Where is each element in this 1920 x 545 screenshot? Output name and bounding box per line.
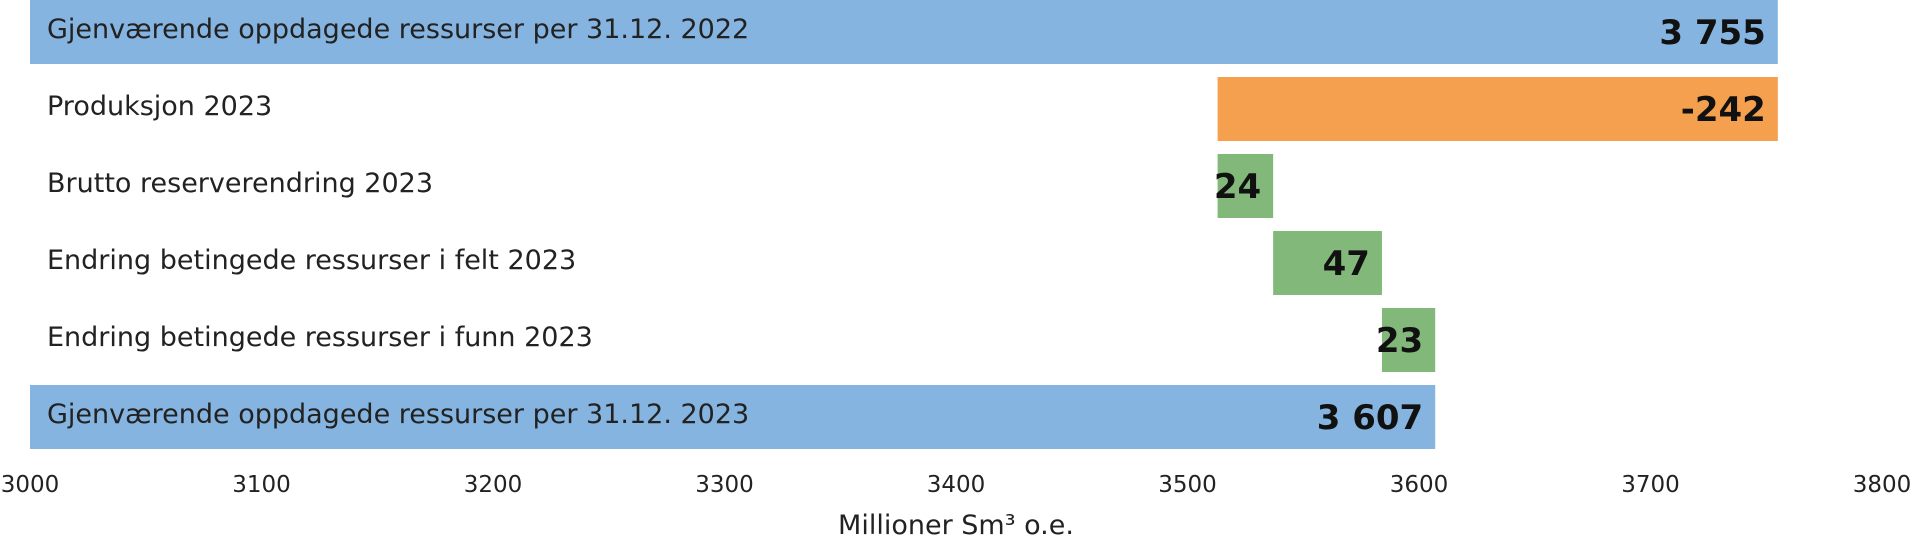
value-label-2: -242	[1681, 90, 1766, 130]
category-label-4: Endring betingede ressurser i felt 2023	[47, 245, 576, 276]
x-axis-title: Millioner Sm³ o.e.	[838, 510, 1074, 541]
category-label-5: Endring betingede ressurser i funn 2023	[47, 322, 593, 353]
bar-1	[30, 0, 1778, 64]
x-tick-label-3400: 3400	[927, 472, 986, 498]
value-label-5: 23	[1376, 321, 1423, 361]
labels-layer: Gjenværende oppdagede ressurser per 31.1…	[47, 13, 1766, 438]
category-label-2: Produksjon 2023	[47, 91, 272, 122]
x-axis-ticks: 3000 3100 3200 3300 3400 3500 3600 3700 3800	[1, 472, 1912, 498]
bar-5	[1381, 308, 1436, 372]
category-label-1: Gjenværende oppdagede ressurser per 31.1…	[47, 14, 749, 45]
value-label-3: 24	[1214, 167, 1261, 207]
bars-layer	[30, 0, 1778, 449]
x-tick-label-3600: 3600	[1390, 472, 1449, 498]
x-tick-label-3300: 3300	[695, 472, 754, 498]
category-label-6: Gjenværende oppdagede ressurser per 31.1…	[47, 399, 749, 430]
x-tick-label-3000: 3000	[1, 472, 60, 498]
bar-2	[1217, 77, 1778, 141]
x-tick-label-3200: 3200	[464, 472, 523, 498]
bar-6	[30, 385, 1436, 449]
value-label-4: 47	[1323, 244, 1370, 284]
x-tick-label-3700: 3700	[1621, 472, 1680, 498]
bar-4	[1273, 231, 1382, 295]
bar-3	[1217, 154, 1274, 218]
x-tick-label-3500: 3500	[1158, 472, 1217, 498]
category-label-3: Brutto reserverendring 2023	[47, 168, 433, 199]
value-label-6: 3 607	[1317, 398, 1423, 438]
value-label-1: 3 755	[1659, 13, 1765, 53]
x-tick-label-3100: 3100	[232, 472, 291, 498]
x-tick-label-3800: 3800	[1853, 472, 1912, 498]
